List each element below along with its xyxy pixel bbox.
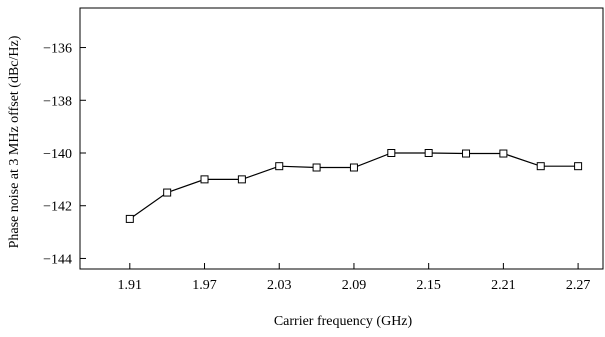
y-tick-label: −138 [43,94,72,109]
data-point-marker [163,188,172,197]
x-tick-label: 1.91 [118,278,143,293]
y-axis: −136 −138 −140 −142 −144 [43,42,86,267]
data-point-marker [536,162,545,171]
x-tick-label: 1.97 [192,278,217,293]
data-point-marker [125,214,134,223]
plot-frame [79,7,604,270]
data-point-marker [462,149,471,158]
x-axis: 1.91 1.97 2.03 2.09 2.15 2.21 2.27 [118,263,591,293]
x-tick-label: 2.21 [491,278,516,293]
y-tick-label: −136 [43,42,72,57]
data-point-marker [387,149,396,157]
x-tick-label: 2.09 [342,278,367,293]
data-point-marker [275,162,284,171]
y-tick-label: −144 [43,252,72,267]
data-point-marker [312,163,321,172]
data-point-marker [237,175,246,184]
x-tick-label: 2.03 [267,278,292,293]
y-tick-label: −140 [43,147,72,162]
x-tick-label: 2.15 [416,278,441,293]
data-point-marker [424,149,433,157]
series-line [129,152,579,220]
data-point-marker [200,175,209,184]
data-point-marker [349,163,358,172]
data-markers [125,149,583,223]
x-tick-label: 2.27 [566,278,591,293]
y-axis-title: Phase noise at 3 MHz offset (dBc/Hz) [7,35,22,248]
x-axis-title: Carrier frequency (GHz) [274,314,413,329]
y-tick-label: −142 [43,200,72,215]
data-point-marker [499,149,508,158]
data-point-marker [574,162,583,171]
